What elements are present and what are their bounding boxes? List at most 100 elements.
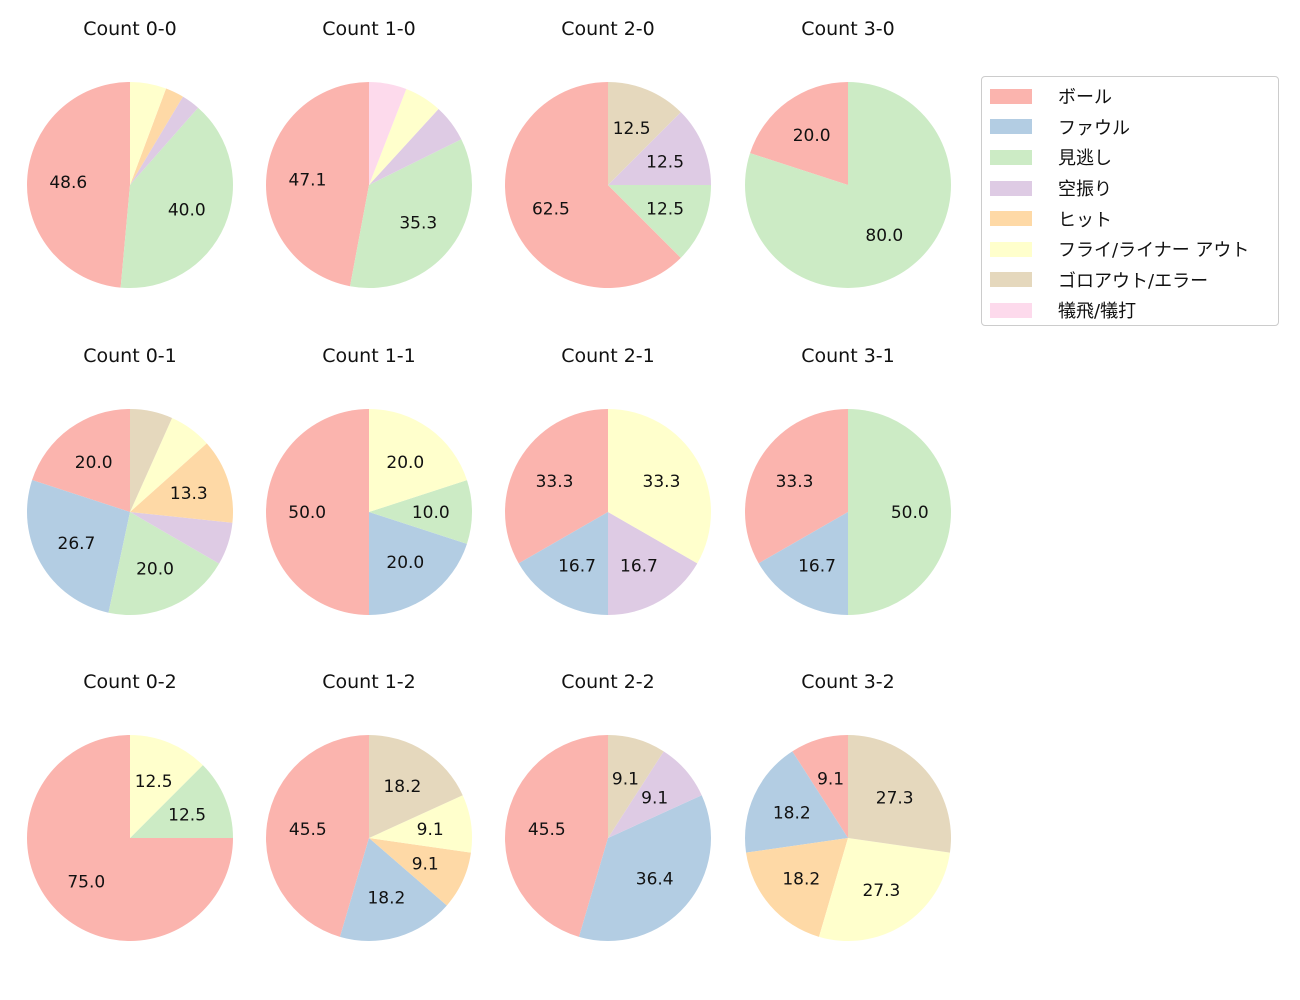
- slice-label: 36.4: [636, 869, 674, 889]
- slice-label: 20.0: [793, 126, 831, 146]
- slice-label: 20.0: [386, 453, 424, 473]
- slice-label: 10.0: [412, 503, 450, 523]
- slice-label: 33.3: [643, 472, 681, 492]
- slice-label: 48.6: [49, 173, 87, 193]
- legend-entry: 空振り: [982, 173, 1278, 204]
- pie-slice: [369, 409, 467, 512]
- legend-entry: ヒット: [982, 203, 1278, 234]
- slice-label: 12.5: [135, 772, 173, 792]
- slice-label: 33.3: [536, 472, 574, 492]
- legend-label: フライ/ライナー アウト: [1058, 240, 1250, 262]
- slice-label: 12.5: [168, 805, 206, 825]
- legend-swatch: [990, 88, 1032, 104]
- pie-slice: [369, 82, 407, 185]
- legend-swatch: [990, 302, 1032, 318]
- pie-slice: [369, 480, 472, 544]
- pie-slice: [848, 735, 951, 853]
- pie-slice: [369, 838, 471, 906]
- slice-label: 20.0: [75, 453, 113, 473]
- pie-slice: [130, 82, 167, 185]
- slice-label: 27.3: [862, 881, 900, 901]
- slice-label: 35.3: [399, 213, 437, 233]
- slice-label: 62.5: [532, 200, 570, 220]
- pie-slice: [608, 512, 698, 615]
- slice-label: 18.2: [773, 803, 811, 823]
- pie-slice: [130, 512, 233, 564]
- pie-slice: [369, 108, 462, 185]
- legend-label: 空振り: [1058, 179, 1112, 201]
- slice-label: 9.1: [412, 855, 439, 875]
- slice-label: 75.0: [67, 873, 105, 893]
- pie-slice: [746, 838, 848, 937]
- slice-label: 45.5: [528, 820, 566, 840]
- legend-swatch: [990, 241, 1032, 257]
- slice-label: 33.3: [776, 472, 814, 492]
- pie-slice: [518, 512, 608, 615]
- slice-label: 9.1: [641, 789, 668, 809]
- chart-title: Count 1-1: [322, 345, 416, 367]
- slice-label: 50.0: [288, 503, 326, 523]
- legend-entry: ファウル: [982, 112, 1278, 143]
- legend-swatch: [990, 119, 1032, 135]
- pie-slice: [369, 735, 463, 838]
- pie-slice: [130, 88, 183, 185]
- slice-label: 18.2: [782, 869, 820, 889]
- legend-label: ファウル: [1058, 117, 1130, 139]
- chart-title: Count 0-0: [83, 18, 177, 40]
- chart-title: Count 3-1: [801, 345, 895, 367]
- pie-slice: [745, 82, 952, 288]
- pie-slice: [608, 82, 681, 185]
- pie-slice: [266, 82, 369, 287]
- pie-slice: [608, 751, 702, 838]
- pie-slice: [608, 185, 711, 258]
- chart-title: Count 1-0: [322, 18, 416, 40]
- pie-slice: [130, 443, 233, 523]
- slice-label: 16.7: [798, 556, 836, 576]
- pie-slice: [578, 795, 711, 941]
- pie-slice: [745, 409, 848, 564]
- slice-label: 27.3: [876, 789, 914, 809]
- slice-label: 13.3: [170, 484, 208, 504]
- pie-slice: [848, 409, 951, 615]
- chart-title: Count 2-2: [561, 671, 655, 693]
- pie-slice: [108, 512, 220, 615]
- slice-label: 47.1: [289, 170, 327, 190]
- pie-slice: [608, 112, 711, 185]
- slice-label: 20.0: [386, 553, 424, 573]
- pie-slice: [130, 735, 203, 838]
- slice-label: 20.0: [136, 559, 174, 579]
- pie-slice: [505, 409, 608, 564]
- pie-slice: [369, 88, 439, 185]
- legend-swatch: [990, 149, 1032, 165]
- pie-slice: [130, 417, 207, 512]
- legend-swatch: [990, 272, 1032, 288]
- pie-slice: [266, 735, 369, 937]
- pie-slice: [750, 82, 848, 185]
- slice-label: 9.1: [612, 770, 639, 790]
- chart-title: Count 0-2: [83, 671, 177, 693]
- pie-slice: [505, 735, 608, 937]
- chart-title: Count 2-1: [561, 345, 655, 367]
- chart-title: Count 0-1: [83, 345, 177, 367]
- pie-slice: [130, 765, 233, 838]
- slice-label: 50.0: [891, 503, 929, 523]
- legend-label: ボール: [1058, 87, 1112, 109]
- pie-slice: [758, 512, 848, 615]
- pie-slice: [27, 82, 131, 288]
- pie-slice: [266, 409, 369, 615]
- slice-label: 16.7: [558, 556, 596, 576]
- legend-swatch: [990, 211, 1032, 227]
- pie-slice: [339, 838, 447, 942]
- pie-slice: [818, 838, 950, 941]
- slice-label: 80.0: [865, 226, 903, 246]
- slice-label: 12.5: [646, 152, 684, 172]
- slice-label: 9.1: [817, 770, 844, 790]
- pie-slice: [792, 735, 848, 838]
- legend-label: ヒット: [1058, 209, 1112, 231]
- pie-slice: [120, 107, 233, 288]
- legend-swatch: [990, 180, 1032, 196]
- pie-slice: [608, 735, 664, 838]
- chart-title: Count 2-0: [561, 18, 655, 40]
